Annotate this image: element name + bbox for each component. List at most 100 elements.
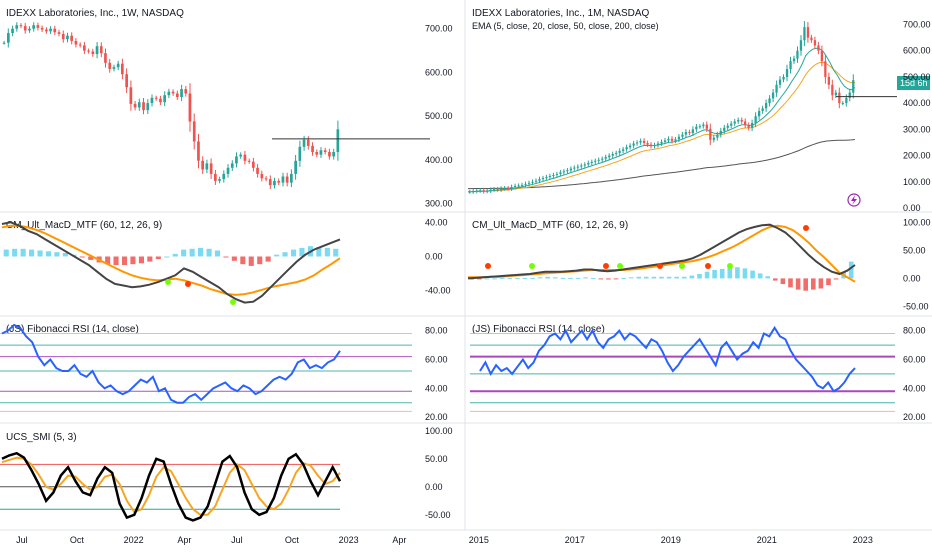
candle [559, 172, 562, 174]
candle [813, 40, 817, 46]
x-tick-label: 2022 [124, 535, 144, 545]
candle [716, 134, 719, 138]
candle [294, 160, 297, 174]
candle [820, 50, 823, 62]
candle [799, 40, 803, 51]
histogram-bar [113, 256, 119, 265]
candle [201, 160, 204, 170]
candle [796, 50, 799, 59]
y-tick-label: 50.00 [903, 246, 926, 256]
candle [642, 140, 646, 143]
candle [587, 162, 590, 165]
ema-line [468, 139, 856, 190]
x-tick-label: Apr [392, 535, 406, 545]
y-tick-label: 0.00 [903, 273, 921, 283]
candle [698, 126, 701, 128]
y-tick-label: 40.00 [903, 383, 926, 393]
candle [660, 141, 663, 144]
histogram-bar [181, 249, 187, 257]
candle [824, 61, 827, 77]
y-tick-label: 600.00 [425, 68, 453, 78]
candle [214, 173, 217, 181]
histogram-bar [45, 251, 51, 257]
candle [500, 188, 503, 190]
candle [841, 103, 844, 105]
histogram-bar [492, 278, 497, 280]
candle [562, 171, 565, 173]
candle [482, 190, 485, 192]
histogram-bar [189, 248, 195, 257]
candle [583, 164, 586, 166]
candle [19, 25, 23, 27]
candle [192, 121, 196, 142]
candle [806, 27, 810, 38]
candle [235, 156, 238, 164]
histogram-bar [553, 277, 558, 279]
y-tick-label: 60.00 [903, 355, 926, 365]
candle [61, 34, 65, 40]
candle [803, 27, 806, 41]
candle [268, 179, 272, 186]
candle [218, 179, 221, 181]
candle [260, 173, 264, 179]
y-tick-label: 0.00 [903, 203, 921, 213]
histogram-bar [803, 278, 808, 291]
y-tick-label: 700.00 [903, 20, 931, 30]
histogram-bar [811, 278, 816, 290]
candle [74, 41, 78, 45]
candle [99, 46, 103, 54]
candle [831, 84, 834, 96]
histogram-bar [697, 274, 702, 279]
histogram-bar [674, 276, 679, 279]
cross-marker [705, 263, 711, 269]
cross-marker [165, 279, 171, 285]
candle [517, 185, 520, 187]
x-tick-label: 2023 [339, 535, 359, 545]
candle [180, 89, 183, 97]
candle [171, 91, 175, 94]
candle [744, 121, 747, 126]
cross-marker [803, 225, 809, 231]
cross-marker [617, 263, 623, 269]
x-tick-label: 2019 [661, 535, 681, 545]
candle [712, 137, 715, 140]
candle [761, 108, 764, 111]
candle [104, 53, 107, 63]
candle [486, 190, 489, 192]
candle [520, 184, 524, 186]
lightning-icon[interactable] [847, 193, 861, 207]
histogram-bar [198, 247, 204, 257]
y-tick-label: 300.00 [903, 124, 931, 134]
x-tick-label: 2021 [757, 535, 777, 545]
candle [663, 140, 667, 142]
candle [83, 45, 86, 51]
y-tick-label: 40.00 [425, 217, 448, 227]
candle [108, 62, 112, 69]
candle [527, 182, 531, 184]
x-tick-label: Apr [177, 535, 191, 545]
candle [243, 154, 247, 161]
histogram-bar [240, 256, 246, 265]
candle [667, 138, 670, 141]
histogram-bar [568, 277, 573, 279]
candle [285, 176, 289, 183]
y-tick-label: -50.00 [425, 510, 451, 520]
x-tick-label: 2017 [565, 535, 585, 545]
candle [845, 97, 848, 104]
indicator-title: (JS) Fibonacci RSI (14, close) [6, 324, 139, 335]
y-tick-label: 500.00 [425, 111, 453, 121]
candle [302, 139, 306, 147]
candle [78, 44, 82, 46]
histogram-bar [727, 267, 733, 279]
smi-signal-line [1, 456, 341, 516]
histogram-bar [257, 256, 263, 265]
candle [306, 139, 310, 146]
histogram-bar [818, 278, 824, 289]
histogram-bar [848, 261, 854, 279]
smi-line [1, 451, 342, 522]
candle [827, 76, 830, 85]
histogram-bar [3, 249, 9, 257]
candle [205, 163, 209, 170]
candle [778, 79, 782, 85]
candle [159, 98, 162, 103]
